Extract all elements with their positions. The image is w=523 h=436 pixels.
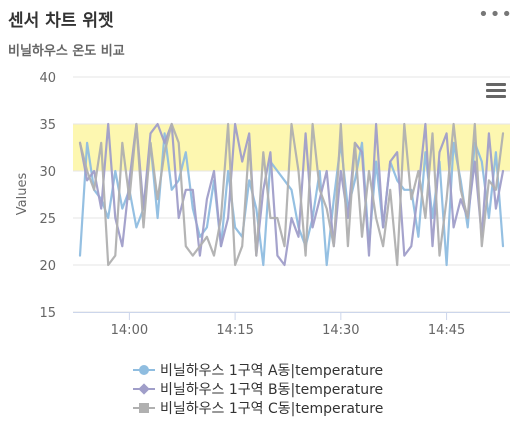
- y-tick-label: 35: [39, 118, 56, 133]
- x-tick-label: 14:15: [216, 323, 253, 338]
- legend-item-b[interactable]: 비닐하우스 1구역 B동|temperature: [133, 379, 383, 398]
- legend-label-a: 비닐하우스 1구역 A동|temperature: [160, 362, 384, 379]
- legend-item-c[interactable]: 비닐하우스 1구역 C동|temperature: [133, 398, 383, 417]
- diamond-marker-icon: [133, 382, 155, 395]
- ellipsis-icon[interactable]: •••: [478, 4, 513, 25]
- y-tick-label: 25: [39, 212, 56, 227]
- series-line-b[interactable]: [78, 122, 505, 267]
- chart-legend: 비닐하우스 1구역 A동|temperature 비닐하우스 1구역 B동|te…: [133, 360, 383, 417]
- circle-marker-icon: [133, 364, 155, 376]
- y-tick-label: 15: [39, 306, 56, 321]
- legend-item-a[interactable]: 비닐하우스 1구역 A동|temperature: [133, 360, 383, 379]
- y-tick-label: 40: [39, 71, 56, 86]
- y-axis-title: Values: [15, 173, 30, 216]
- x-tick-label: 14:45: [428, 323, 465, 338]
- chart-subtitle: 비닐하우스 온도 비교: [8, 44, 125, 59]
- legend-label-c: 비닐하우스 1구역 C동|temperature: [160, 400, 384, 417]
- square-marker-icon: [133, 402, 155, 414]
- x-tick-label: 14:00: [111, 323, 148, 338]
- y-tick-label: 20: [39, 259, 56, 274]
- widget-title: 센서 차트 위젯: [8, 11, 114, 31]
- series-line-c[interactable]: [78, 122, 505, 267]
- y-tick-label: 30: [39, 165, 56, 180]
- hamburger-menu-icon[interactable]: [486, 83, 506, 98]
- x-tick-label: 14:30: [322, 323, 359, 338]
- legend-label-b: 비닐하우스 1구역 B동|temperature: [160, 381, 384, 398]
